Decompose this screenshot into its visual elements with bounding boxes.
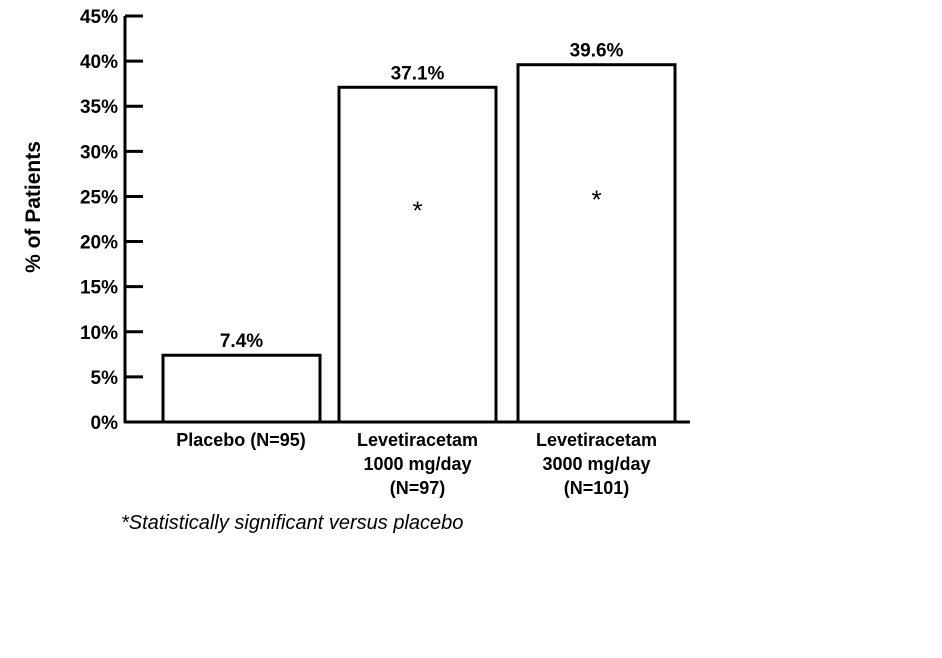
category-label: 1000 mg/day <box>363 454 471 474</box>
y-tick-label: 25% <box>80 187 118 208</box>
y-axis-label: % of Patients <box>22 141 45 273</box>
y-tick-label: 40% <box>80 52 118 73</box>
bar <box>337 85 498 424</box>
significance-marker: * <box>412 196 422 226</box>
category-label: Levetiracetam <box>536 430 657 450</box>
category-label: 3000 mg/day <box>542 454 650 474</box>
significance-marker: * <box>591 184 601 214</box>
y-tick-label: 5% <box>91 368 119 389</box>
y-tick-label: 15% <box>80 278 118 299</box>
bar-value-label: 39.6% <box>570 41 624 62</box>
y-tick-label: 45% <box>80 7 118 28</box>
y-tick-label: 20% <box>80 233 118 254</box>
bar-value-label: 37.1% <box>391 63 445 84</box>
footnote: *Statistically significant versus placeb… <box>121 512 463 534</box>
y-tick-label: 0% <box>91 413 119 434</box>
category-label: (N=101) <box>564 478 630 498</box>
category-label: Placebo (N=95) <box>176 430 306 450</box>
bar <box>161 353 322 424</box>
y-tick-label: 35% <box>80 97 118 118</box>
bars: 7.4% 37.1% * 39.6% * <box>161 41 677 424</box>
category-labels: Placebo (N=95) Levetiracetam 1000 mg/day (N… <box>176 430 657 498</box>
y-tick-label: 10% <box>80 323 118 344</box>
category-label: (N=97) <box>390 478 446 498</box>
category-label: Levetiracetam <box>357 430 478 450</box>
bar-value-label: 7.4% <box>220 331 263 352</box>
y-tick-label: 30% <box>80 142 118 163</box>
bar <box>516 63 677 424</box>
